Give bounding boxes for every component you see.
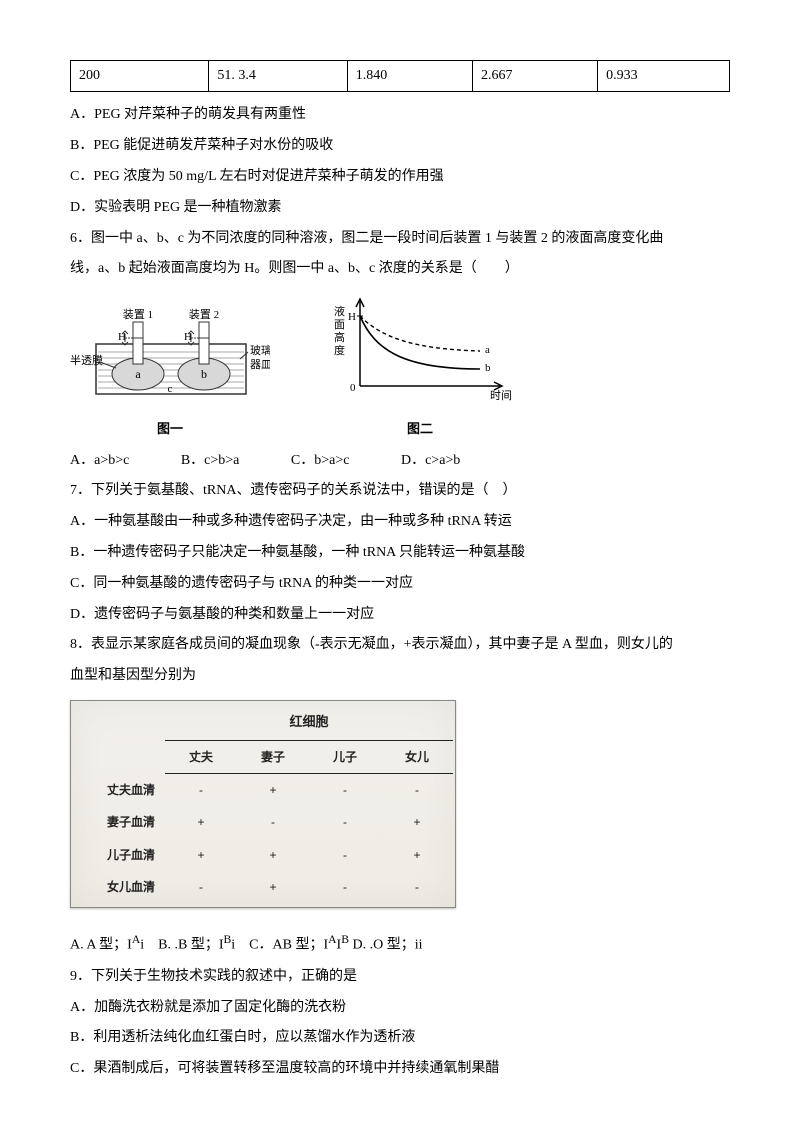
q6-stem: 6．图一中 a、b、c 为不同浓度的同种溶液，图二是一段时间后装置 1 与装置 …	[70, 224, 730, 255]
q6-options: A．a>b>c B．c>b>a C．b>a>c D．c>a>b	[70, 446, 730, 477]
origin-label: 0	[350, 382, 356, 394]
col-header: 丈夫	[165, 740, 237, 773]
cell: -	[165, 773, 237, 806]
cell: +	[237, 773, 309, 806]
figure-1-caption: 图一	[70, 415, 270, 444]
option-a: A．加酶洗衣粉就是添加了固定化酶的洗衣粉	[70, 993, 730, 1024]
row-header: 妻子血清	[73, 806, 165, 838]
figure-1: a b c H H 装置 1 装置 2	[70, 304, 270, 444]
col-header: 妻子	[237, 740, 309, 773]
q6-stem: 线，a、b 起始液面高度均为 H。则图一中 a、b、c 浓度的关系是（ ）	[70, 254, 730, 285]
table-row: 丈夫血清 - + - -	[73, 773, 453, 806]
option-b: B．c>b>a	[181, 446, 240, 477]
cell: -	[309, 839, 381, 871]
ylabel: 液面高度	[334, 304, 345, 357]
col-header: 儿子	[309, 740, 381, 773]
label-h: H	[348, 311, 356, 323]
blood-table: 红细胞 丈夫 妻子 儿子 女儿 丈夫血清 - + - - 妻子血清 + - -	[73, 705, 453, 904]
figure-2-caption: 图二	[320, 415, 520, 444]
table-row: 女儿血清 - + - -	[73, 871, 453, 903]
option-b: B．PEG 能促进萌发芹菜种子对水份的吸收	[70, 131, 730, 162]
option-b: B．利用透析法纯化血红蛋白时，应以蒸馏水作为透析液	[70, 1023, 730, 1054]
option-a: A．a>b>c	[70, 446, 129, 477]
label-b: b	[201, 367, 207, 381]
table-row: 200 51. 3.4 1.840 2.667 0.933	[71, 61, 730, 92]
cell: 51. 3.4	[209, 61, 347, 92]
row-header: 女儿血清	[73, 871, 165, 903]
cell: +	[381, 806, 453, 838]
label-device2: 装置 2	[189, 308, 219, 321]
cell: +	[237, 871, 309, 903]
series-b-label: b	[485, 362, 491, 374]
label-membrane: 半透膜	[70, 353, 103, 367]
cell: -	[381, 773, 453, 806]
cell: 2.667	[472, 61, 597, 92]
cell: -	[165, 871, 237, 903]
col-group: 红细胞	[165, 705, 453, 740]
q8-stem: 8．表显示某家庭各成员间的凝血现象（-表示无凝血，+表示凝血），其中妻子是 A …	[70, 630, 730, 661]
label-c: c	[168, 383, 173, 395]
cell: +	[165, 839, 237, 871]
label-device1: 装置 1	[123, 308, 153, 321]
table-row: 妻子血清 + - - +	[73, 806, 453, 838]
option-b: B．一种遗传密码子只能决定一种氨基酸，一种 tRNA 只能转运一种氨基酸	[70, 538, 730, 569]
label-dish: 玻璃器皿	[250, 343, 270, 371]
option-a: A．PEG 对芹菜种子的萌发具有两重性	[70, 100, 730, 131]
cell: +	[165, 806, 237, 838]
option-a: A．一种氨基酸由一种或多种遗传密码子决定，由一种或多种 tRNA 转运	[70, 507, 730, 538]
cell: +	[381, 839, 453, 871]
cell: -	[237, 806, 309, 838]
q7-stem: 7．下列关于氨基酸、tRNA、遗传密码子的关系说法中，错误的是（ ）	[70, 476, 730, 507]
cell: -	[381, 871, 453, 903]
cell: 1.840	[347, 61, 472, 92]
option-c: C．果酒制成后，可将装置转移至温度较高的环境中并持续通氧制果醋	[70, 1054, 730, 1085]
label-a: a	[135, 367, 141, 381]
option-d: D．遗传密码子与氨基酸的种类和数量上一一对应	[70, 600, 730, 631]
data-table: 200 51. 3.4 1.840 2.667 0.933	[70, 60, 730, 92]
xlabel: 时间	[490, 389, 512, 401]
cell: 200	[71, 61, 209, 92]
series-a-label: a	[485, 344, 490, 356]
cell: +	[237, 839, 309, 871]
cell: 0.933	[598, 61, 730, 92]
blood-table-image: 红细胞 丈夫 妻子 儿子 女儿 丈夫血清 - + - - 妻子血清 + - -	[70, 700, 456, 909]
option-c: C．PEG 浓度为 50 mg/L 左右时对促进芹菜种子萌发的作用强	[70, 162, 730, 193]
col-header: 女儿	[381, 740, 453, 773]
row-header: 丈夫血清	[73, 773, 165, 806]
option-d: D．c>a>b	[401, 446, 460, 477]
figure-2: 液面高度 H 0 时间 a b 图二	[320, 291, 520, 443]
q8-options: A. A 型；IAi B. .B 型；IBi C．AB 型；IAIB D. .O…	[70, 927, 730, 961]
table-row: 儿子血清 + + - +	[73, 839, 453, 871]
q8-stem: 血型和基因型分别为	[70, 661, 730, 692]
cell: -	[309, 773, 381, 806]
cell: -	[309, 871, 381, 903]
row-header: 儿子血清	[73, 839, 165, 871]
option-c: C．同一种氨基酸的遗传密码子与 tRNA 的种类一一对应	[70, 569, 730, 600]
cell: -	[309, 806, 381, 838]
option-d: D．实验表明 PEG 是一种植物激素	[70, 193, 730, 224]
q9-stem: 9．下列关于生物技术实践的叙述中，正确的是	[70, 962, 730, 993]
option-c: C．b>a>c	[291, 446, 350, 477]
